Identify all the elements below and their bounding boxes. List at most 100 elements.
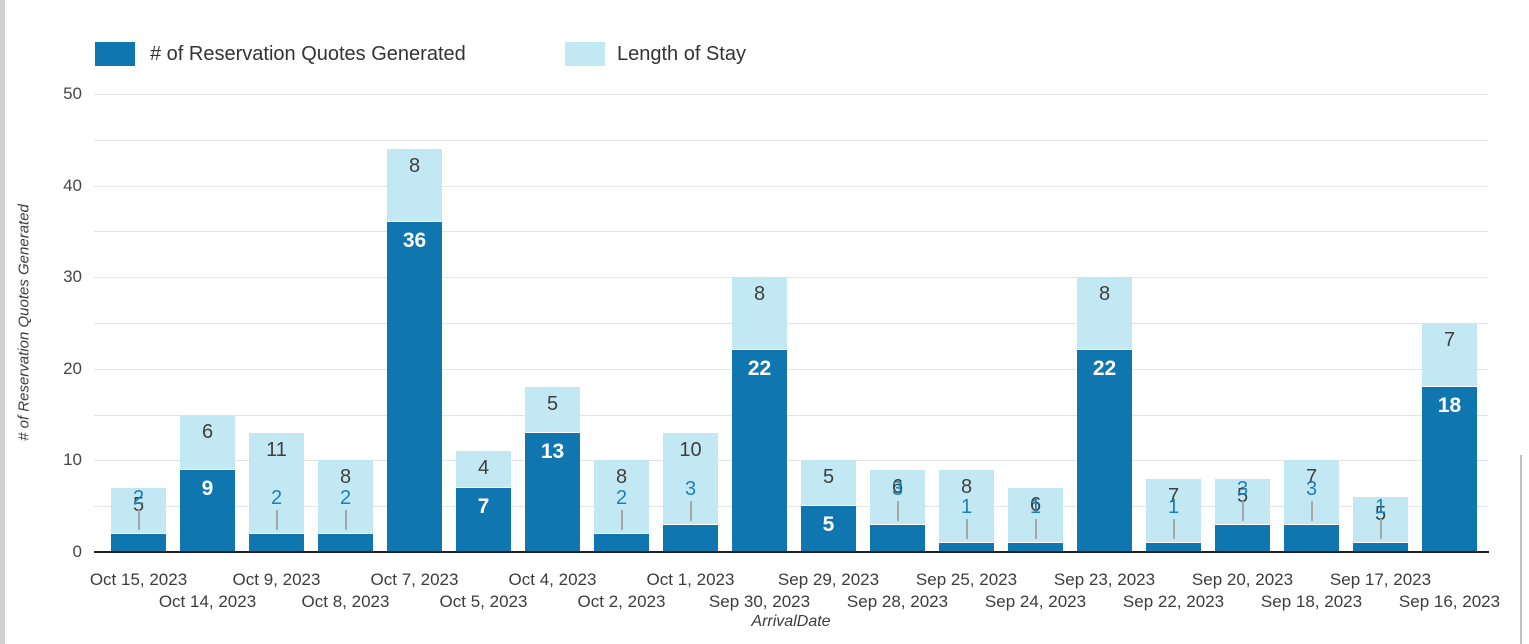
bar-segment-quotes[interactable] (801, 506, 856, 552)
quotes-value-label: 36 (402, 229, 427, 253)
bar-segment-los[interactable] (525, 387, 580, 432)
los-value-label: 5 (546, 393, 559, 416)
y-axis-tick-label: 0 (72, 542, 82, 561)
legend-label-los: Length of Stay (617, 42, 746, 65)
label-leader-line (1241, 500, 1244, 521)
chart-legend: # of Reservation Quotes Generated Length… (0, 0, 1529, 80)
bar-segment-quotes[interactable] (318, 533, 373, 552)
los-value-label: 6 (891, 475, 904, 498)
label-leader-line (1034, 518, 1037, 539)
x-axis-date-label: Oct 1, 2023 (646, 570, 735, 589)
bar-segment-quotes[interactable] (387, 222, 442, 552)
y-axis-tick-label: 30 (63, 267, 82, 287)
x-axis-date-label: Sep 24, 2023 (984, 592, 1087, 611)
gridline (94, 368, 1488, 370)
y-axis-tick-label: 40 (63, 175, 82, 195)
label-leader-line (275, 509, 278, 530)
x-axis-date-label: Oct 14, 2023 (158, 592, 257, 611)
bar-segment-quotes[interactable] (180, 469, 235, 552)
bar-segment-los[interactable] (801, 460, 856, 506)
quotes-value-label: 2 (339, 486, 352, 509)
los-value-label: 5 (1374, 503, 1387, 526)
bar-segment-quotes[interactable] (1008, 542, 1063, 552)
x-axis-date-label: Oct 8, 2023 (301, 592, 390, 611)
x-axis-date-label: Oct 4, 2023 (508, 570, 597, 589)
x-axis-date-label: Sep 28, 2023 (846, 592, 949, 611)
label-leader-line (137, 509, 140, 530)
x-axis-date-label: Sep 20, 2023 (1191, 570, 1294, 589)
bar-segment-quotes[interactable] (1353, 542, 1408, 552)
quotes-value-label: 1 (1167, 495, 1180, 518)
legend-item-quotes[interactable]: # of Reservation Quotes Generated (95, 42, 466, 66)
x-axis-date-label: Oct 5, 2023 (439, 592, 528, 611)
label-leader-line (965, 518, 968, 539)
bar-segment-quotes[interactable] (1422, 387, 1477, 552)
bar-segment-los[interactable] (180, 414, 235, 469)
label-leader-line (1172, 518, 1175, 539)
bar-segment-los[interactable] (1077, 277, 1132, 350)
gridline (94, 460, 1488, 462)
x-axis-date-label: Sep 22, 2023 (1122, 592, 1225, 611)
gridline (94, 323, 1488, 324)
gridline (94, 506, 1488, 508)
bar-segment-los[interactable] (732, 277, 787, 350)
bar-segment-quotes[interactable] (1146, 542, 1201, 552)
x-axis-date-label: Oct 2, 2023 (577, 592, 666, 611)
quotes-value-label: 1 (1029, 495, 1042, 518)
label-leader-line (620, 509, 623, 530)
bar-segment-quotes[interactable] (870, 524, 925, 552)
gridline (94, 94, 1488, 95)
bar-segment-quotes[interactable] (111, 533, 166, 552)
bar-segment-quotes[interactable] (1077, 350, 1132, 552)
bar-segment-quotes[interactable] (1284, 524, 1339, 552)
quotes-value-label: 2 (270, 486, 283, 509)
quotes-value-label: 2 (615, 486, 628, 509)
quotes-value-label: 3 (1236, 477, 1249, 500)
bar-segment-quotes[interactable] (249, 533, 304, 552)
x-axis-date-label: Sep 29, 2023 (777, 570, 880, 589)
los-value-label: 6 (201, 420, 214, 443)
x-axis-date-label: Oct 7, 2023 (370, 570, 459, 589)
los-value-label: 10 (679, 438, 702, 461)
quotes-value-label: 5 (822, 513, 835, 537)
quotes-value-label: 18 (1437, 394, 1462, 418)
legend-label-quotes: # of Reservation Quotes Generated (150, 42, 466, 65)
los-value-label: 6 (1029, 493, 1042, 516)
x-axis-date-label: Sep 16, 2023 (1398, 592, 1501, 611)
x-axis-baseline (94, 551, 1489, 553)
gridline (94, 231, 1488, 233)
gridline (94, 414, 1488, 416)
label-leader-line (1379, 518, 1382, 539)
label-leader-line (344, 509, 347, 530)
bar-segment-quotes[interactable] (456, 487, 511, 552)
quotes-value-label: 2 (132, 486, 145, 509)
bar-segment-quotes[interactable] (525, 432, 580, 552)
los-value-label: 8 (408, 154, 421, 177)
x-axis-date-label: Sep 23, 2023 (1053, 570, 1156, 589)
quotes-value-label: 22 (1092, 357, 1117, 381)
label-leader-line (1310, 500, 1313, 521)
quotes-value-label: 3 (1305, 477, 1318, 500)
bar-segment-quotes[interactable] (732, 350, 787, 552)
bar-segment-los[interactable] (387, 148, 442, 222)
los-value-label: 8 (615, 466, 628, 489)
los-value-label: 4 (477, 457, 490, 480)
los-value-label: 8 (339, 466, 352, 489)
bar-segment-quotes[interactable] (663, 524, 718, 552)
los-value-label: 7 (1167, 484, 1180, 507)
quotes-value-label: 13 (540, 439, 565, 463)
window-right-edge (1520, 455, 1522, 644)
bar-segment-los[interactable] (456, 451, 511, 487)
bar-segment-quotes[interactable] (939, 542, 994, 552)
bar-segment-quotes[interactable] (1215, 524, 1270, 552)
bar-segment-los[interactable] (1422, 323, 1477, 387)
legend-swatch-quotes (95, 42, 135, 66)
gridline (94, 139, 1488, 141)
quotes-value-label: 3 (891, 477, 904, 500)
los-value-label: 8 (1098, 283, 1111, 306)
gridline (94, 277, 1488, 279)
bar-segment-quotes[interactable] (594, 533, 649, 552)
legend-item-los[interactable]: Length of Stay (565, 42, 746, 66)
